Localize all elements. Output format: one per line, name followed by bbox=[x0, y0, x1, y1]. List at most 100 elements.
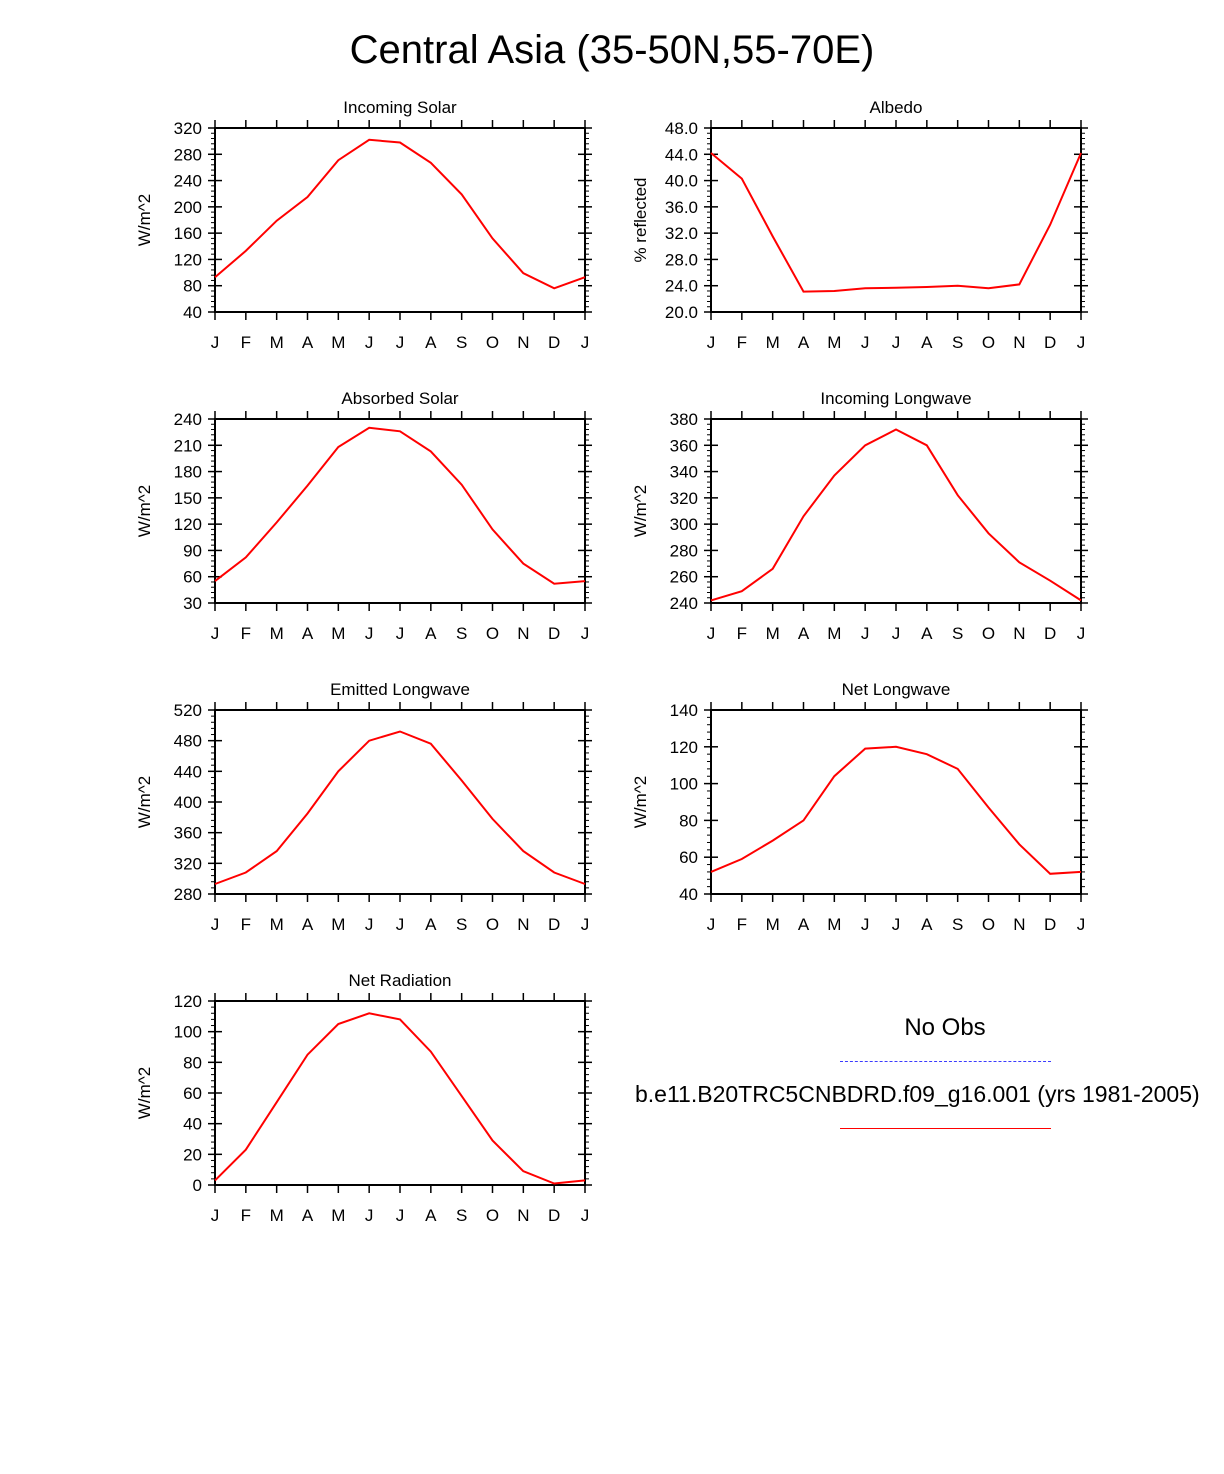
panel-6-ytick-label: 40 bbox=[679, 885, 698, 904]
panel-4-xtick-label: A bbox=[798, 624, 810, 643]
panel-3-xtick-label: A bbox=[302, 624, 314, 643]
legend-case-label: b.e11.B20TRC5CNBDRD.f09_g16.001 (yrs 198… bbox=[635, 1081, 1200, 1107]
page-title: Central Asia (35-50N,55-70E) bbox=[349, 28, 875, 72]
panel-7-xtick-label: N bbox=[517, 1206, 529, 1225]
panel-3-ytick-label: 90 bbox=[183, 541, 202, 560]
panel-2-ytick-label: 36.0 bbox=[665, 198, 698, 217]
panel-2-xtick-label: O bbox=[982, 333, 995, 352]
panel-1-xtick-label: D bbox=[548, 333, 560, 352]
panel-5-frame bbox=[214, 709, 586, 895]
panel-2-xtick-label: J bbox=[1077, 333, 1086, 352]
panel-6-xtick-label: F bbox=[737, 915, 747, 934]
panel-6-xtick-label: J bbox=[1077, 915, 1086, 934]
panel-2-series-line bbox=[710, 152, 1082, 293]
panel-6-ylabel: W/m^2 bbox=[631, 776, 650, 828]
panel-6-xtick-label: S bbox=[952, 915, 963, 934]
panel-2-title: Albedo bbox=[870, 98, 923, 117]
panel-7-xtick-label: A bbox=[425, 1206, 437, 1225]
panel-6-ytick-label: 120 bbox=[670, 738, 698, 757]
panel-2-ytick-label: 32.0 bbox=[665, 224, 698, 243]
panel-1-xtick-label: J bbox=[365, 333, 374, 352]
panel-5-xtick-label: J bbox=[211, 915, 220, 934]
panel-3-ytick-label: 30 bbox=[183, 594, 202, 613]
panel-6-ytick-label: 100 bbox=[670, 775, 698, 794]
panel-3-ytick-label: 180 bbox=[174, 463, 202, 482]
panel-4-ytick-label: 300 bbox=[670, 515, 698, 534]
panel-1-series-line bbox=[214, 138, 586, 290]
panel-2-xtick-label: M bbox=[827, 333, 841, 352]
panel-3-xtick-label: A bbox=[425, 624, 437, 643]
panel-5-xtick-label: S bbox=[456, 915, 467, 934]
panel-4-ytick-label: 280 bbox=[670, 541, 698, 560]
panel-3-xtick-label: J bbox=[211, 624, 220, 643]
panel-4-ytick-label: 260 bbox=[670, 568, 698, 587]
panel-2-ytick-label: 28.0 bbox=[665, 250, 698, 269]
panel-4-ytick-label: 320 bbox=[670, 489, 698, 508]
panel-4-ylabel: W/m^2 bbox=[631, 485, 650, 537]
panel-1-ytick-label: 280 bbox=[174, 145, 202, 164]
panel-5-xtick-label: O bbox=[486, 915, 499, 934]
panel-2-ytick-label: 20.0 bbox=[665, 303, 698, 322]
panel-6-xtick-label: J bbox=[892, 915, 901, 934]
panel-3-xtick-label: J bbox=[396, 624, 405, 643]
panel-4-title: Incoming Longwave bbox=[820, 389, 971, 408]
panel-2-xtick-label: F bbox=[737, 333, 747, 352]
panel-5-xtick-label: J bbox=[396, 915, 405, 934]
panel-6-xtick-label: J bbox=[861, 915, 870, 934]
panel-5-title: Emitted Longwave bbox=[330, 680, 470, 699]
panel-1-ytick-label: 240 bbox=[174, 172, 202, 191]
panel-7-ytick-label: 60 bbox=[183, 1084, 202, 1103]
panel-7-xtick-label: J bbox=[396, 1206, 405, 1225]
panel-7-xtick-label: M bbox=[270, 1206, 284, 1225]
panel-2-xtick-label: A bbox=[798, 333, 810, 352]
panel-6-ytick-label: 60 bbox=[679, 848, 698, 867]
panel-7-ytick-label: 0 bbox=[193, 1176, 202, 1195]
panel-6-xtick-label: A bbox=[921, 915, 933, 934]
panel-5-ylabel: W/m^2 bbox=[135, 776, 154, 828]
panel-2-xtick-label: M bbox=[766, 333, 780, 352]
panel-3-series-line bbox=[214, 426, 586, 585]
panel-4-ytick-label: 240 bbox=[670, 594, 698, 613]
legend-case-line bbox=[840, 1128, 1051, 1129]
panel-1-xtick-label: M bbox=[270, 333, 284, 352]
panel-3-xtick-label: D bbox=[548, 624, 560, 643]
panel-7-title: Net Radiation bbox=[348, 971, 451, 990]
panel-5-ytick-label: 480 bbox=[174, 732, 202, 751]
panel-6-frame bbox=[710, 709, 1082, 895]
panel-3-xtick-label: O bbox=[486, 624, 499, 643]
panel-3-xtick-label: M bbox=[331, 624, 345, 643]
legend-no-obs-line bbox=[840, 1061, 1051, 1062]
panel-4-ytick-label: 340 bbox=[670, 463, 698, 482]
panel-5-ytick-label: 360 bbox=[174, 824, 202, 843]
panel-1-ytick-label: 160 bbox=[174, 224, 202, 243]
panel-2-frame bbox=[710, 127, 1082, 313]
panel-6-series-line bbox=[710, 745, 1082, 875]
panel-1-xtick-label: N bbox=[517, 333, 529, 352]
panel-4-series-line bbox=[710, 428, 1082, 602]
panel-5-series-line bbox=[214, 730, 586, 885]
panel-1-ytick-label: 40 bbox=[183, 303, 202, 322]
panel-5-xtick-label: J bbox=[365, 915, 374, 934]
panel-1-ytick-label: 120 bbox=[174, 250, 202, 269]
panel-7-ytick-label: 120 bbox=[174, 992, 202, 1011]
panel-2-xtick-label: J bbox=[892, 333, 901, 352]
panel-3-ylabel: W/m^2 bbox=[135, 485, 154, 537]
panel-7-xtick-label: S bbox=[456, 1206, 467, 1225]
panel-2-ytick-label: 48.0 bbox=[665, 119, 698, 138]
panel-3-xtick-label: M bbox=[270, 624, 284, 643]
panel-7-ytick-label: 40 bbox=[183, 1115, 202, 1134]
panel-6-xtick-label: M bbox=[766, 915, 780, 934]
panel-7-series-line bbox=[214, 1012, 586, 1185]
panel-3-ytick-label: 240 bbox=[174, 410, 202, 429]
panel-3-ytick-label: 210 bbox=[174, 436, 202, 455]
panel-5-xtick-label: F bbox=[241, 915, 251, 934]
panel-6-xtick-label: O bbox=[982, 915, 995, 934]
panel-4-xtick-label: M bbox=[827, 624, 841, 643]
panel-1-xtick-label: J bbox=[211, 333, 220, 352]
panel-4-xtick-label: J bbox=[707, 624, 716, 643]
panel-5-xtick-label: M bbox=[331, 915, 345, 934]
panel-7-xtick-label: J bbox=[581, 1206, 590, 1225]
panel-5-xtick-label: D bbox=[548, 915, 560, 934]
panel-5-xtick-label: N bbox=[517, 915, 529, 934]
